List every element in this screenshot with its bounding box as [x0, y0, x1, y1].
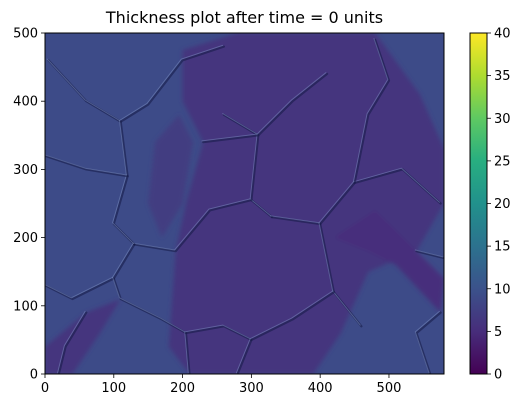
- grain-boundary-highlight: [270, 167, 440, 224]
- colorbar-tick-label: 0: [494, 368, 502, 383]
- grain-boundary-shadow: [133, 199, 274, 253]
- colorbar-tick-label: 20: [494, 197, 511, 212]
- colorbar: [469, 32, 488, 375]
- grain-boundary-shadow: [112, 120, 136, 246]
- heatmap-region-left-dark-wedge: [148, 114, 193, 238]
- grain-boundary-highlight: [57, 310, 86, 374]
- grain-boundary-shadow: [47, 45, 225, 123]
- grain-boundary-shadow: [236, 291, 335, 374]
- grain-boundary-highlight: [414, 249, 444, 258]
- grain-boundary-shadow: [57, 311, 88, 374]
- grain-boundary-highlight: [414, 310, 440, 374]
- grain-boundary-shadow: [415, 311, 442, 374]
- grain-boundary-highlight: [45, 242, 134, 299]
- x-tick-label: 300: [239, 381, 264, 396]
- y-tick-label: 300: [13, 163, 38, 178]
- x-tick-label: 0: [41, 381, 49, 396]
- colorbar-tick-label: 30: [494, 112, 511, 127]
- grain-boundary-shadow: [184, 325, 253, 341]
- x-tick-label: 500: [377, 381, 402, 396]
- grain-boundary-shadow: [45, 154, 129, 178]
- colorbar-tick-label: 15: [494, 240, 511, 255]
- grain-boundary-highlight: [201, 72, 327, 142]
- grain-boundary-highlight: [132, 198, 272, 251]
- grain-boundary-highlight: [45, 154, 127, 176]
- y-axis: 0 100 200 300 400 500: [13, 27, 45, 383]
- heatmap-plot-area: [45, 33, 444, 374]
- grain-boundary-highlight: [112, 119, 134, 244]
- plot-frame: [44, 32, 445, 375]
- colorbar-tick-label: 35: [494, 69, 511, 84]
- x-tick-label: 200: [170, 381, 195, 396]
- x-tick-label: 400: [308, 381, 333, 396]
- grain-boundary-shadow: [353, 38, 391, 185]
- grain-boundary-shadow: [45, 243, 136, 301]
- colorbar-axis: 0 5 10 15 20 25 30 35 40: [487, 27, 511, 383]
- y-tick-label: 200: [13, 231, 38, 246]
- x-axis: 0 100 200 300 400 500: [41, 374, 402, 396]
- grain-boundary-highlight: [184, 324, 251, 340]
- colorbar-tick-label: 25: [494, 154, 511, 169]
- grain-boundary-shadow: [202, 72, 329, 144]
- grain-boundary-highlight: [112, 276, 189, 374]
- y-tick-label: 0: [30, 368, 38, 383]
- grain-boundaries: [45, 38, 444, 374]
- grain-boundary-highlight: [46, 44, 224, 121]
- heatmap-region-right-dark-wedge: [333, 210, 444, 313]
- grain-boundary-highlight: [222, 113, 258, 200]
- colorbar-tick-label: 5: [494, 325, 502, 340]
- grain-boundary-shadow: [415, 250, 444, 260]
- y-tick-label: 400: [13, 95, 38, 110]
- heatmap-region-central-thin-region: [168, 33, 444, 374]
- x-tick-label: 100: [101, 381, 126, 396]
- grain-boundary-highlight: [318, 222, 361, 326]
- heatmap-regions: [45, 33, 444, 374]
- y-tick-label: 100: [13, 299, 38, 314]
- colorbar-tick-label: 40: [494, 27, 511, 42]
- y-tick-label: 500: [13, 27, 38, 42]
- chart-title: Thickness plot after time = 0 units: [105, 8, 383, 27]
- grain-boundary-shadow: [112, 277, 191, 374]
- colorbar-tick-label: 10: [494, 282, 511, 297]
- grain-boundary-highlight: [352, 38, 389, 183]
- grain-boundary-highlight: [235, 290, 334, 374]
